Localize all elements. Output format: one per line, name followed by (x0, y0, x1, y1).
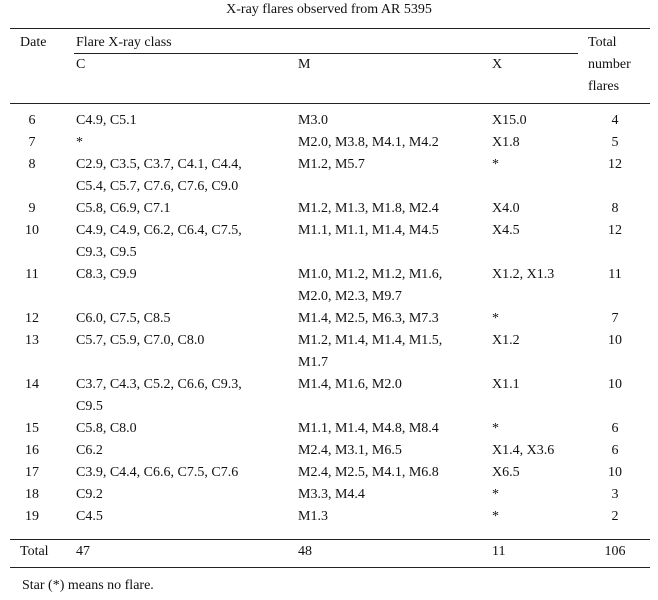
row-m-value: M1.7 (298, 355, 328, 370)
row-x-value: X15.0 (492, 113, 527, 128)
bottom-rule (10, 567, 650, 568)
row-x-value: * (492, 421, 499, 436)
row-c-value: C3.9, C4.4, C6.6, C7.5, C7.6 (76, 465, 239, 480)
row-m-value: M1.2, M1.3, M1.8, M2.4 (298, 201, 439, 216)
row-c-value: C3.7, C4.3, C5.2, C6.6, C9.3, (76, 377, 242, 392)
row-c-value: C8.3, C9.9 (76, 267, 137, 282)
row-c-value: * (76, 135, 83, 150)
row-x-value: * (492, 311, 499, 326)
row-date: 16 (25, 443, 39, 458)
row-date: 19 (25, 509, 39, 524)
row-x-value: X4.5 (492, 223, 520, 238)
row-c-value: C6.2 (76, 443, 103, 458)
row-m-value: M2.0, M3.8, M4.1, M4.2 (298, 135, 439, 150)
row-date: 14 (25, 377, 39, 392)
total-label: Total (20, 544, 49, 559)
row-m-value: M1.0, M1.2, M1.2, M1.6, (298, 267, 443, 282)
row-m-value: M1.2, M5.7 (298, 157, 365, 172)
row-x-value: X4.0 (492, 201, 520, 216)
row-date: 12 (25, 311, 39, 326)
row-date: 7 (28, 135, 36, 150)
row-c-value: C4.5 (76, 509, 103, 524)
row-date: 18 (25, 487, 39, 502)
row-c-value: C9.2 (76, 487, 103, 502)
row-total: 2 (611, 509, 619, 524)
header-m: M (298, 57, 311, 72)
row-m-value: M1.1, M1.1, M1.4, M4.5 (298, 223, 439, 238)
total-top-rule (10, 539, 650, 540)
row-c-value: C5.4, C5.7, C7.6, C7.6, C9.0 (76, 179, 239, 194)
row-c-value: C9.5 (76, 399, 103, 414)
row-c-value: C9.3, C9.5 (76, 245, 137, 260)
total-x: 11 (492, 544, 506, 559)
row-x-value: X1.8 (492, 135, 520, 150)
header-x: X (492, 57, 503, 72)
header-total-2: number (588, 57, 631, 72)
flare-class-rule (74, 53, 578, 54)
row-date: 8 (28, 157, 36, 172)
row-c-value: C4.9, C4.9, C6.2, C6.4, C7.5, (76, 223, 242, 238)
row-m-value: M3.3, M4.4 (298, 487, 365, 502)
row-x-value: X1.2, X1.3 (492, 267, 555, 282)
row-m-value: M1.1, M1.4, M4.8, M8.4 (298, 421, 439, 436)
top-rule (10, 28, 650, 29)
row-total: 11 (608, 267, 622, 282)
row-date: 9 (28, 201, 36, 216)
row-x-value: X1.2 (492, 333, 520, 348)
row-x-value: * (492, 157, 499, 172)
row-c-value: C4.9, C5.1 (76, 113, 137, 128)
total-all: 106 (604, 544, 626, 559)
row-total: 6 (611, 443, 619, 458)
row-total: 4 (611, 113, 619, 128)
table-title: X-ray flares observed from AR 5395 (226, 2, 432, 17)
row-total: 7 (611, 311, 619, 326)
row-x-value: * (492, 487, 499, 502)
row-date: 17 (25, 465, 39, 480)
row-date: 15 (25, 421, 39, 436)
total-c: 47 (76, 544, 90, 559)
row-m-value: M2.4, M3.1, M6.5 (298, 443, 402, 458)
row-date: 6 (28, 113, 36, 128)
row-x-value: X1.1 (492, 377, 520, 392)
footnote: Star (*) means no flare. (22, 578, 154, 593)
row-m-value: M1.4, M1.6, M2.0 (298, 377, 402, 392)
header-bottom-rule (10, 103, 650, 104)
row-c-value: C5.7, C5.9, C7.0, C8.0 (76, 333, 205, 348)
row-x-value: * (492, 509, 499, 524)
row-total: 5 (611, 135, 619, 150)
row-m-value: M2.0, M2.3, M9.7 (298, 289, 402, 304)
row-total: 12 (608, 223, 622, 238)
row-date: 11 (25, 267, 39, 282)
header-total-3: flares (588, 79, 620, 94)
row-m-value: M1.3 (298, 509, 328, 524)
row-x-value: X6.5 (492, 465, 520, 480)
total-m: 48 (298, 544, 312, 559)
row-m-value: M1.4, M2.5, M6.3, M7.3 (298, 311, 439, 326)
row-c-value: C6.0, C7.5, C8.5 (76, 311, 171, 326)
row-x-value: X1.4, X3.6 (492, 443, 555, 458)
row-date: 13 (25, 333, 39, 348)
row-total: 10 (608, 377, 622, 392)
row-m-value: M1.2, M1.4, M1.4, M1.5, (298, 333, 443, 348)
header-flare-class: Flare X-ray class (76, 35, 172, 50)
row-m-value: M2.4, M2.5, M4.1, M6.8 (298, 465, 439, 480)
row-date: 10 (25, 223, 39, 238)
row-total: 6 (611, 421, 619, 436)
header-total-1: Total (588, 35, 617, 50)
row-c-value: C2.9, C3.5, C3.7, C4.1, C4.4, (76, 157, 242, 172)
row-total: 10 (608, 333, 622, 348)
row-c-value: C5.8, C8.0 (76, 421, 137, 436)
header-c: C (76, 57, 86, 72)
row-total: 12 (608, 157, 622, 172)
row-total: 3 (611, 487, 619, 502)
row-total: 10 (608, 465, 622, 480)
header-date: Date (20, 35, 47, 50)
row-m-value: M3.0 (298, 113, 328, 128)
row-c-value: C5.8, C6.9, C7.1 (76, 201, 171, 216)
row-total: 8 (611, 201, 619, 216)
